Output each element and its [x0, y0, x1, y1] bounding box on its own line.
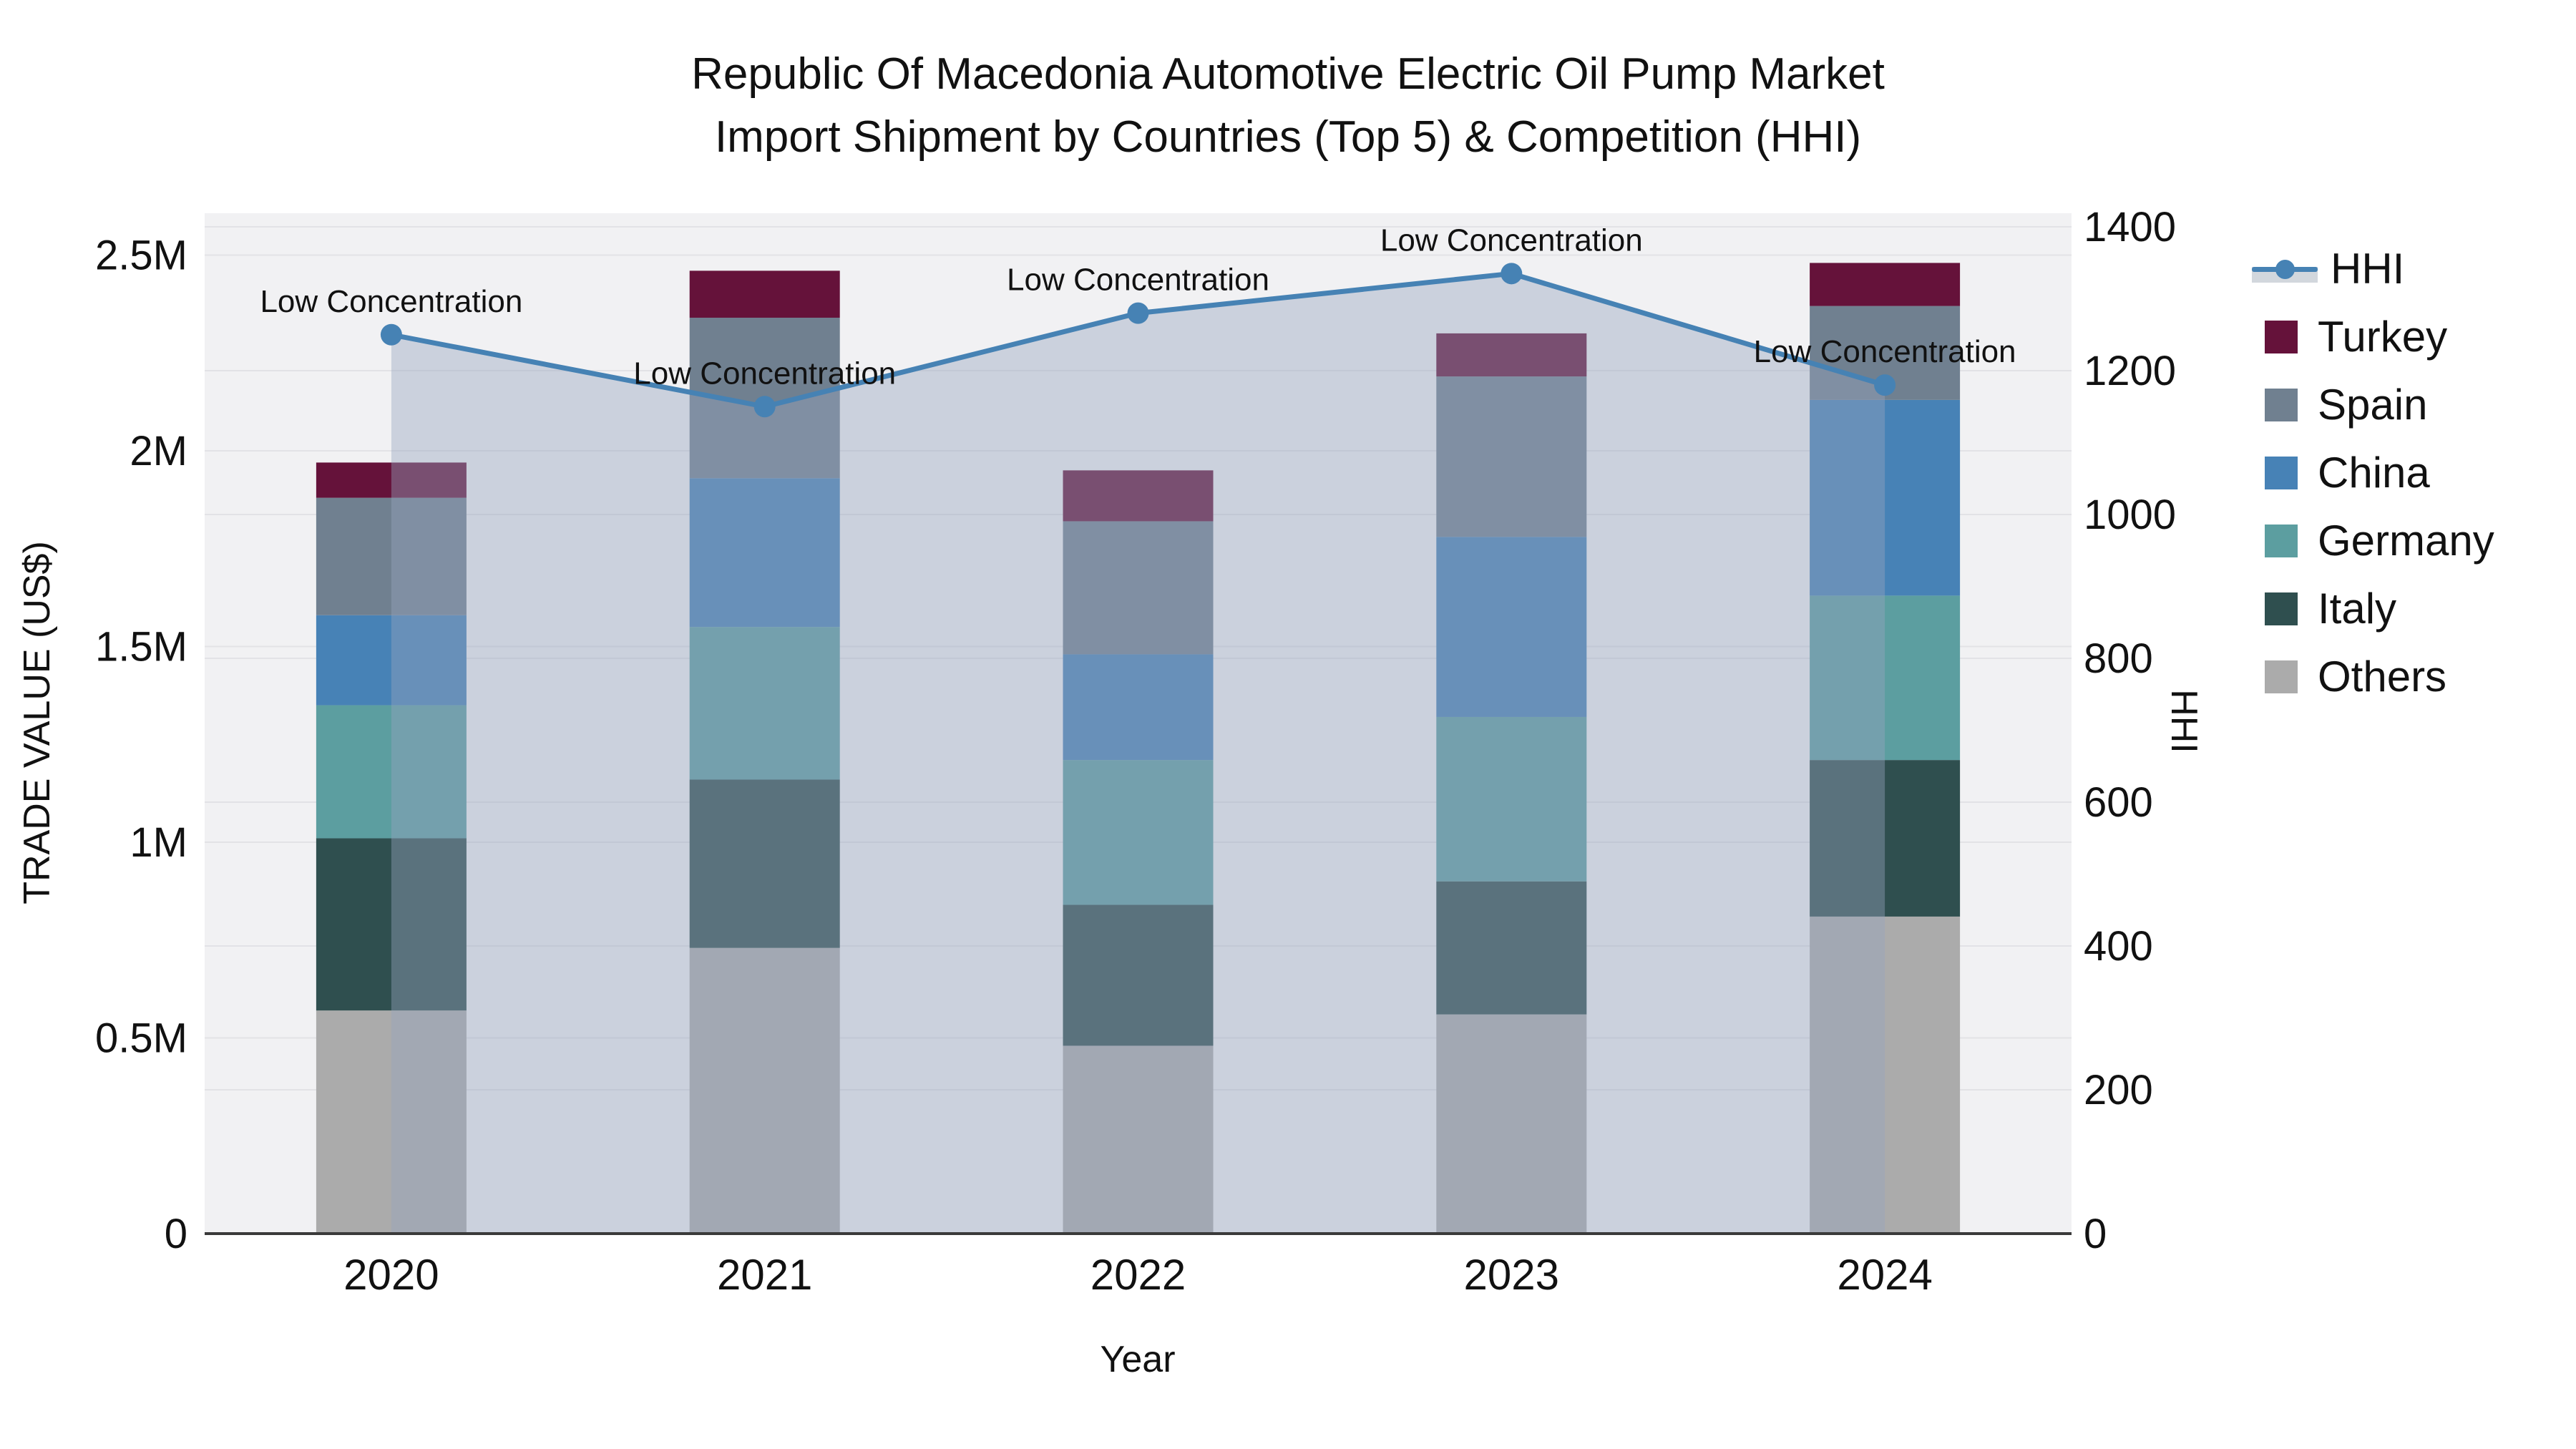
- legend: HHI Turkey Spain China Germany Italy Others: [2252, 235, 2494, 711]
- legend-swatch-spain: [2265, 388, 2298, 421]
- bar-segment-others-2024[interactable]: [1810, 916, 1961, 1234]
- legend-label-hhi: HHI: [2331, 245, 2405, 293]
- y-left-tick-label: 1.5M: [95, 624, 187, 670]
- legend-label-germany: Germany: [2318, 517, 2494, 565]
- y-left-tick-label: 0.5M: [95, 1015, 187, 1062]
- bar-segment-germany-2022[interactable]: [1063, 760, 1214, 905]
- legend-item-germany[interactable]: Germany: [2265, 507, 2494, 575]
- y-right-tick-label: 400: [2084, 923, 2153, 970]
- y-right-tick-label: 200: [2084, 1067, 2153, 1113]
- chart-title: Republic Of Macedonia Automotive Electri…: [0, 43, 2576, 169]
- bar-segment-germany-2024[interactable]: [1810, 595, 1961, 761]
- bar-segment-italy-2024[interactable]: [1810, 760, 1961, 917]
- legend-swatch-china: [2265, 456, 2298, 489]
- x-tick-label-2022: 2022: [1091, 1251, 1186, 1299]
- annotation-low-concentration-2020: Low Concentration: [260, 284, 522, 319]
- legend-label-italy: Italy: [2318, 585, 2397, 633]
- y-left-tick-label: 1M: [130, 819, 187, 866]
- legend-swatch-turkey: [2265, 320, 2298, 353]
- legend-swatch-italy: [2265, 592, 2298, 625]
- legend-item-turkey[interactable]: Turkey: [2265, 303, 2494, 371]
- bar-segment-others-2020[interactable]: [316, 1010, 467, 1234]
- bar-segment-china-2023[interactable]: [1436, 537, 1587, 717]
- chart-title-line1: Republic Of Macedonia Automotive Electri…: [691, 49, 1885, 99]
- bar-segment-italy-2022[interactable]: [1063, 904, 1214, 1046]
- bar-segment-germany-2023[interactable]: [1436, 716, 1587, 882]
- annotation-low-concentration-2024: Low Concentration: [1754, 334, 2016, 369]
- legend-label-others: Others: [2318, 653, 2447, 701]
- x-axis-title: Year: [1100, 1339, 1176, 1380]
- legend-item-spain[interactable]: Spain: [2265, 371, 2494, 439]
- bar-segment-others-2023[interactable]: [1436, 1014, 1587, 1234]
- bar-segment-spain-2023[interactable]: [1436, 376, 1587, 537]
- y-right-tick-label: 600: [2084, 779, 2153, 826]
- hhi-marker-2023[interactable]: [1501, 263, 1523, 285]
- bar-segment-germany-2020[interactable]: [316, 705, 467, 839]
- legend-swatch-others: [2265, 660, 2298, 693]
- y-left-tick-label: 0: [165, 1211, 187, 1257]
- legend-item-hhi[interactable]: HHI: [2252, 235, 2494, 303]
- bar-segment-turkey-2020[interactable]: [316, 462, 467, 498]
- y-left-tick-label: 2M: [130, 428, 187, 474]
- bar-segment-spain-2022[interactable]: [1063, 521, 1214, 655]
- bar-segment-germany-2021[interactable]: [689, 627, 840, 780]
- hhi-marker-2024[interactable]: [1874, 374, 1896, 396]
- x-tick-label-2024: 2024: [1837, 1251, 1932, 1299]
- legend-item-italy[interactable]: Italy: [2265, 575, 2494, 643]
- hhi-marker-2021[interactable]: [753, 396, 776, 418]
- chart-title-line2: Import Shipment by Countries (Top 5) & C…: [714, 112, 1862, 162]
- bar-segment-turkey-2023[interactable]: [1436, 333, 1587, 377]
- y-right-tick-label: 1400: [2084, 204, 2176, 250]
- x-tick-label-2021: 2021: [717, 1251, 812, 1299]
- y-right-tick-label: 1200: [2084, 348, 2176, 394]
- annotation-low-concentration-2023: Low Concentration: [1380, 223, 1643, 258]
- bar-segment-italy-2023[interactable]: [1436, 881, 1587, 1015]
- bar-segment-italy-2021[interactable]: [689, 779, 840, 948]
- bar-segment-spain-2020[interactable]: [316, 497, 467, 615]
- bar-segment-turkey-2021[interactable]: [689, 270, 840, 318]
- legend-label-turkey: Turkey: [2318, 313, 2448, 361]
- y-left-tick-label: 2.5M: [95, 233, 187, 279]
- bar-segment-others-2022[interactable]: [1063, 1045, 1214, 1234]
- x-tick-label-2020: 2020: [343, 1251, 439, 1299]
- y-axis-title-right: HHI: [2163, 689, 2205, 753]
- y-right-tick-label: 800: [2084, 635, 2153, 682]
- y-right-tick-label: 0: [2084, 1211, 2107, 1257]
- legend-item-china[interactable]: China: [2265, 439, 2494, 507]
- bar-segment-china-2020[interactable]: [316, 615, 467, 706]
- y-axis-title-left: TRADE VALUE (US$): [16, 541, 58, 904]
- annotation-low-concentration-2021: Low Concentration: [633, 356, 896, 391]
- bar-segment-china-2021[interactable]: [689, 478, 840, 628]
- bar-segment-others-2021[interactable]: [689, 947, 840, 1234]
- legend-swatch-germany: [2265, 524, 2298, 557]
- legend-item-others[interactable]: Others: [2265, 643, 2494, 711]
- legend-hhi-dot: [2275, 259, 2295, 279]
- bar-segment-turkey-2022[interactable]: [1063, 470, 1214, 522]
- annotation-low-concentration-2022: Low Concentration: [1007, 263, 1269, 298]
- bar-segment-china-2024[interactable]: [1810, 399, 1961, 596]
- bar-segment-italy-2020[interactable]: [316, 838, 467, 1011]
- hhi-marker-2022[interactable]: [1127, 302, 1149, 324]
- x-tick-label-2023: 2023: [1464, 1251, 1559, 1299]
- hhi-marker-2020[interactable]: [380, 323, 402, 346]
- legend-label-spain: Spain: [2318, 381, 2428, 429]
- y-right-tick-label: 1000: [2084, 492, 2176, 538]
- bar-segment-china-2022[interactable]: [1063, 654, 1214, 761]
- legend-hhi-line-icon: [2252, 253, 2318, 286]
- hhi-area-fill: [391, 273, 1885, 1234]
- bar-segment-turkey-2024[interactable]: [1810, 263, 1961, 306]
- legend-label-china: China: [2318, 449, 2430, 497]
